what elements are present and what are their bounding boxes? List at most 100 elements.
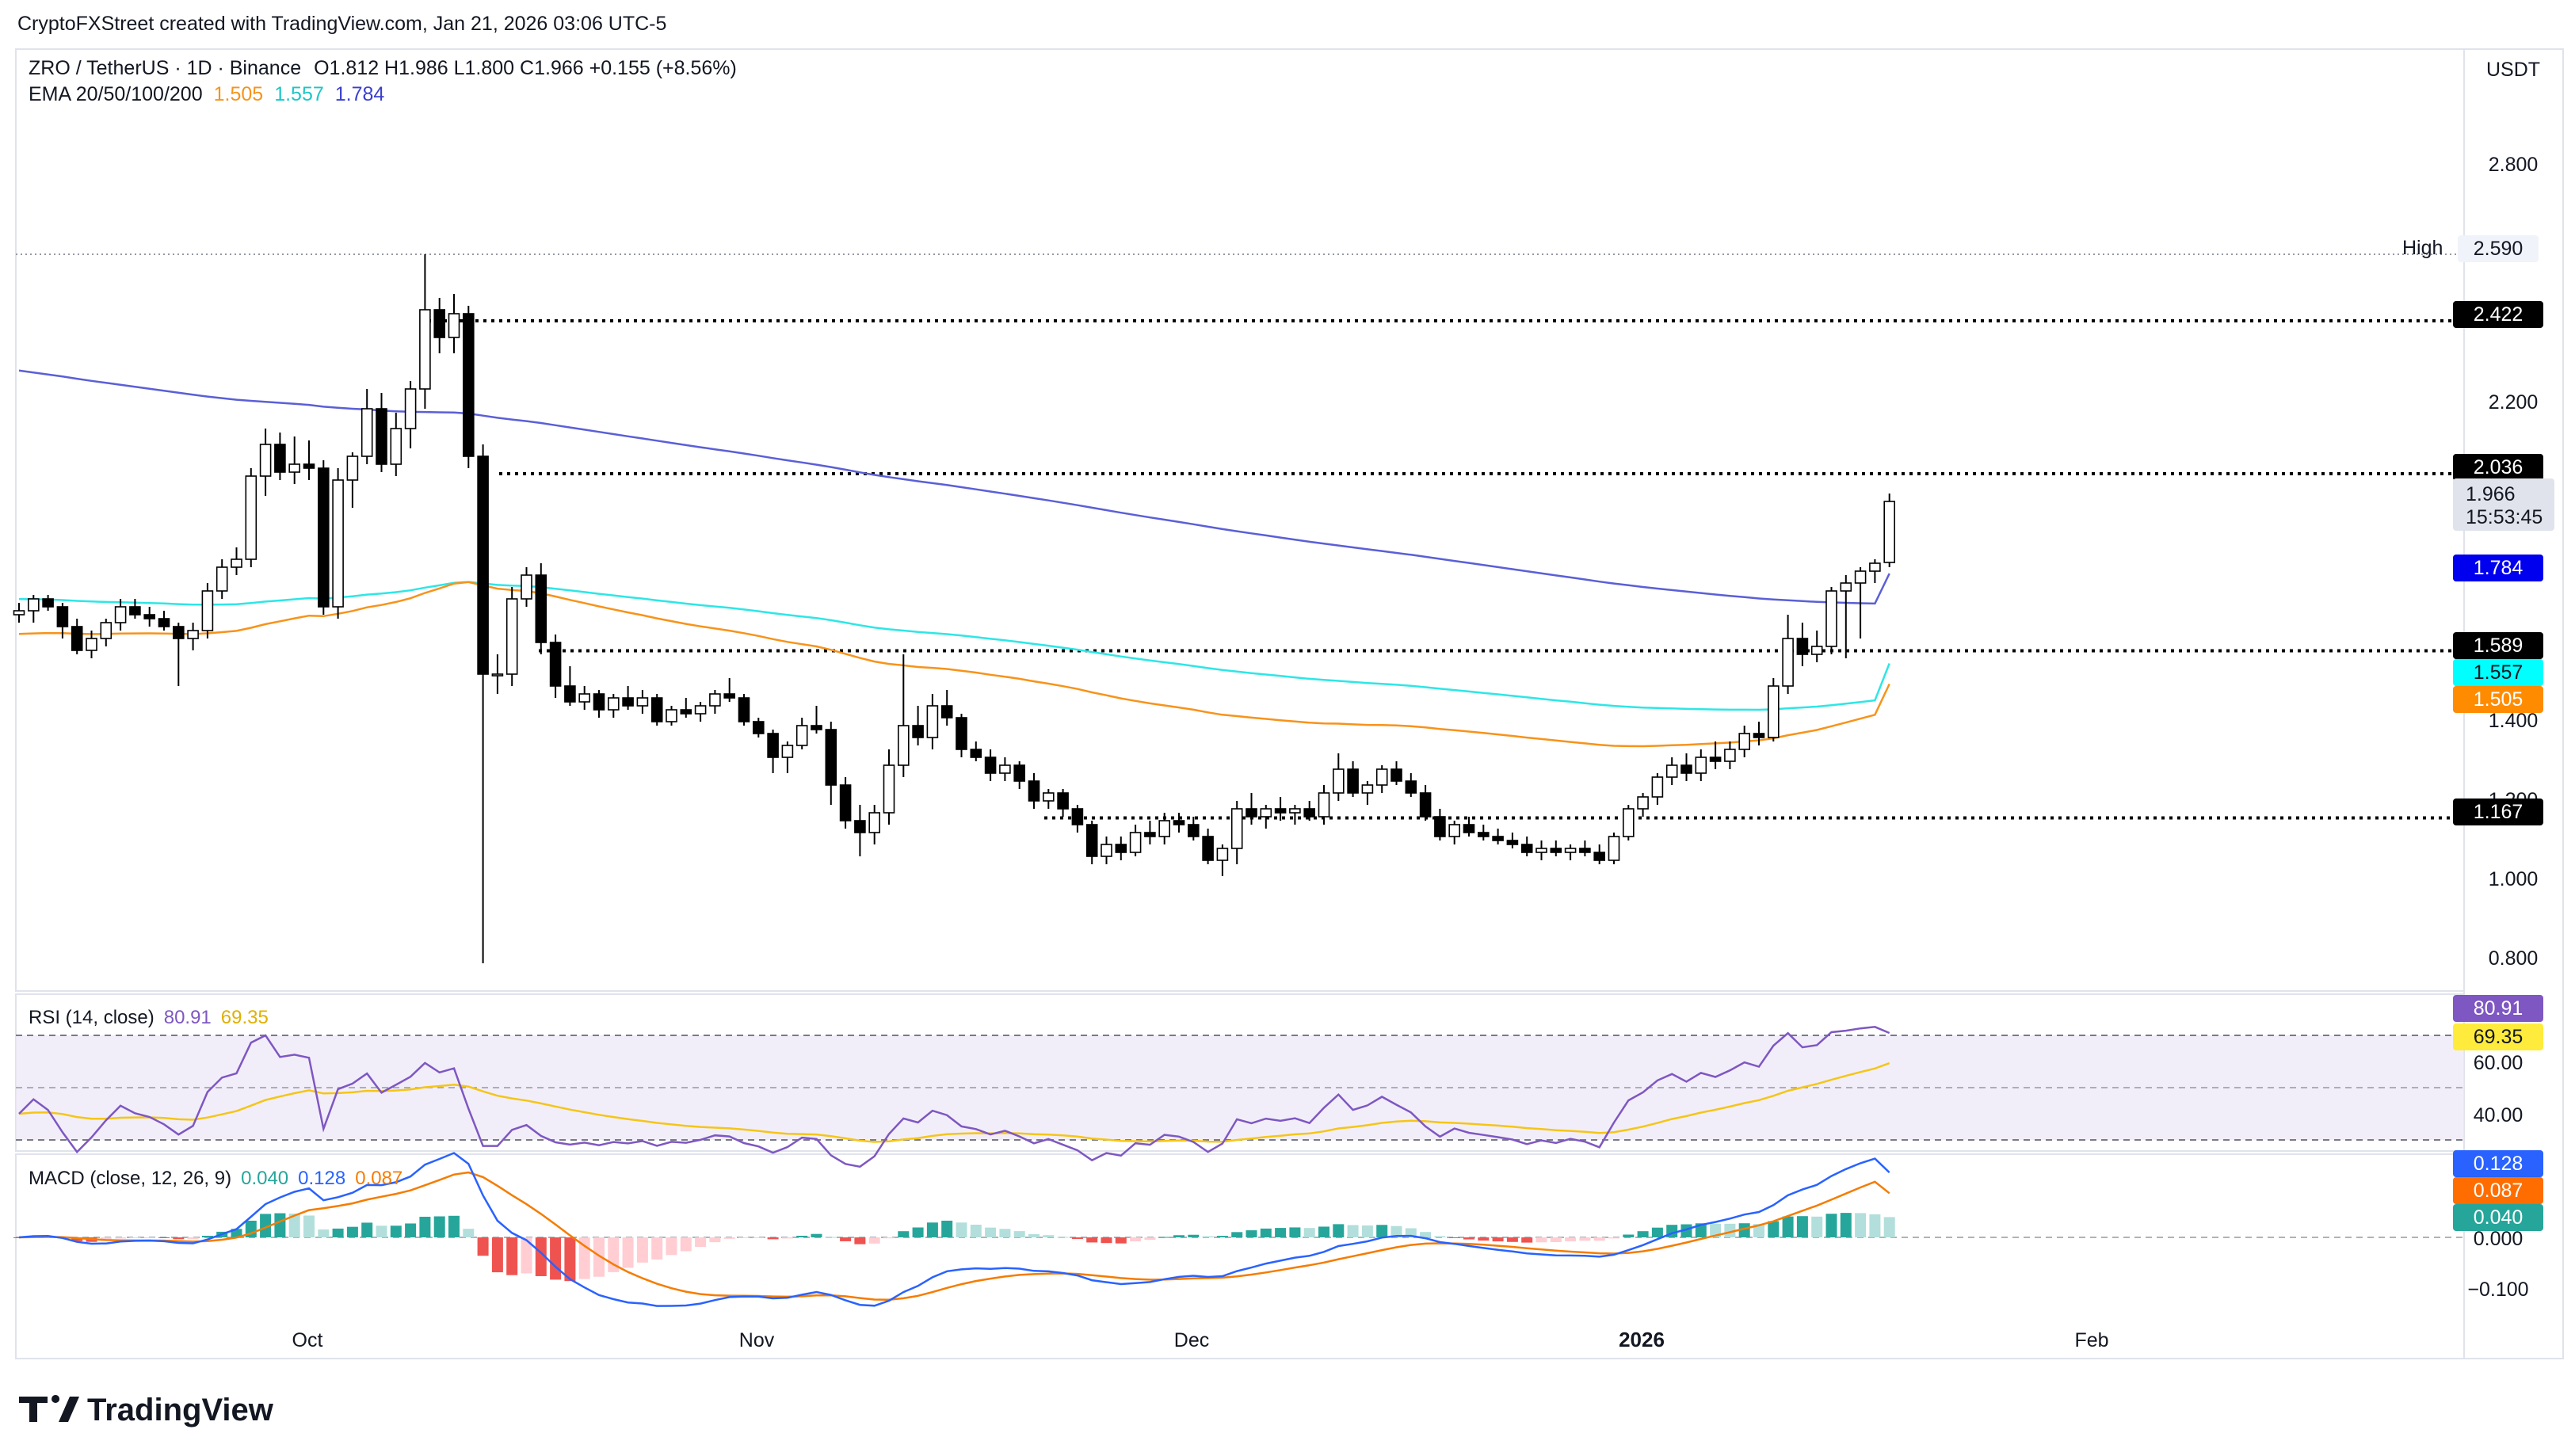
candle-body [346, 455, 359, 481]
ema100-line [18, 581, 1890, 711]
price-tick-1400: 1.400 [2489, 710, 2539, 732]
candle-body [259, 444, 272, 477]
macd-hist-bar [1347, 1225, 1359, 1237]
macd-hist-bar [129, 1237, 141, 1238]
rsi-ma-tag-text: 69.35 [2474, 1026, 2524, 1048]
candle-body [274, 444, 286, 473]
candle-body [839, 784, 852, 821]
macd-hist-bar [1492, 1237, 1504, 1242]
candle-body [1883, 501, 1895, 563]
tradingview-logo[interactable]: TradingView [19, 1393, 274, 1427]
rsi-tick-40: 40.00 [2474, 1104, 2524, 1126]
macd-hist-bar [1071, 1237, 1083, 1240]
candle-body [622, 697, 634, 707]
candle-body [129, 606, 141, 616]
ema100-tag-value: 1.557 [2474, 661, 2524, 684]
time-label-feb: Feb [2074, 1329, 2108, 1351]
candle-body [216, 566, 228, 592]
candle-body [288, 463, 301, 473]
main-pane[interactable] [15, 48, 2465, 992]
macd-hist-bar [1565, 1237, 1577, 1241]
candle-body [42, 598, 54, 608]
candle-body [1216, 848, 1229, 861]
macd-hist-bar [1811, 1216, 1823, 1237]
level-1589-value: 1.589 [2474, 635, 2524, 657]
candle-body [1709, 757, 1722, 762]
candle-body [1768, 685, 1780, 738]
candle-body [709, 693, 721, 707]
macd-hist-bar [13, 1237, 25, 1238]
last-price-value: 1.966 [2466, 483, 2516, 505]
ema200-line [18, 369, 1890, 605]
macd-tick-0: 0.000 [2474, 1228, 2524, 1250]
macd-hist-bar [1376, 1225, 1388, 1237]
candle-body [1564, 848, 1577, 853]
macd-hist-bar [1260, 1228, 1272, 1237]
candle-body [767, 733, 779, 758]
candle-body [1448, 824, 1460, 837]
signal-value-tag-text: 0.087 [2474, 1180, 2524, 1202]
candle-body [984, 757, 997, 774]
candle-body [1550, 848, 1562, 853]
candle-body [666, 709, 677, 722]
high-label: High [2402, 237, 2443, 259]
signal-line [18, 1171, 1890, 1302]
candle-body [332, 479, 344, 608]
candle-body [1043, 792, 1055, 802]
macd-value-tag [2453, 1150, 2543, 1177]
rsi-legend-ma: 69.35 [221, 1007, 269, 1028]
level-2422-value: 2.422 [2474, 303, 2524, 326]
macd-hist-bar [1188, 1234, 1200, 1237]
macd-hist-bar [1753, 1224, 1764, 1237]
macd-hist-bar [622, 1237, 634, 1268]
macd-hist-bar [564, 1237, 576, 1282]
macd-hist-bar [506, 1237, 518, 1275]
candle-body [1115, 844, 1127, 853]
level-1167-tag [2453, 799, 2543, 825]
macd-hist-bar [448, 1215, 460, 1237]
currency-label[interactable]: USDT [2486, 59, 2540, 81]
candle-body [1028, 780, 1040, 802]
macd-hist-bar [1623, 1234, 1635, 1237]
macd-hist-bar [912, 1227, 924, 1237]
macd-hist-bar [361, 1222, 373, 1237]
macd-hist-bar [173, 1237, 185, 1240]
macd-hist-bar [1796, 1216, 1808, 1237]
macd-hist-bar [840, 1237, 852, 1241]
macd-hist-bar [1420, 1232, 1432, 1237]
macd-hist-bar [231, 1229, 242, 1237]
time-label-2026: 2026 [1619, 1328, 1665, 1351]
candle-body [535, 574, 547, 643]
candle-body [1390, 768, 1402, 782]
candle-body [317, 467, 330, 608]
macd-line [18, 1152, 1890, 1307]
macd-hist-bar [970, 1224, 982, 1237]
candle-body [1303, 808, 1315, 818]
macd-hist-bar [143, 1237, 155, 1238]
high-tag [2458, 235, 2539, 262]
candle-body [1057, 792, 1069, 810]
macd-hist-bar [332, 1228, 344, 1237]
horizontal-levels [16, 253, 2464, 820]
macd-hist-bar [941, 1220, 953, 1237]
ema200-tag-value: 1.784 [2474, 557, 2524, 579]
macd-hist-bar [695, 1237, 707, 1248]
candle-body [1579, 848, 1591, 853]
candle-body [970, 749, 982, 758]
macd-hist-bar [651, 1237, 663, 1260]
candle-body [1869, 562, 1881, 572]
ema50-tag-value: 1.505 [2474, 688, 2524, 711]
candle-body [1463, 824, 1475, 833]
candle-body [1361, 784, 1374, 794]
candle-body [723, 693, 736, 699]
macd-hist-bar [883, 1237, 895, 1239]
macd-hist-bar [1275, 1228, 1287, 1237]
macd-hist-bar [1506, 1237, 1518, 1242]
signal-value-tag [2453, 1177, 2543, 1204]
macd-hist-bar [405, 1223, 417, 1237]
macd-hist-bar [1303, 1228, 1315, 1237]
macd-pane[interactable] [15, 1153, 2465, 1359]
candle-body [1260, 808, 1272, 818]
macd-hist-bar [1158, 1237, 1170, 1238]
macd-hist-bar [303, 1215, 315, 1237]
